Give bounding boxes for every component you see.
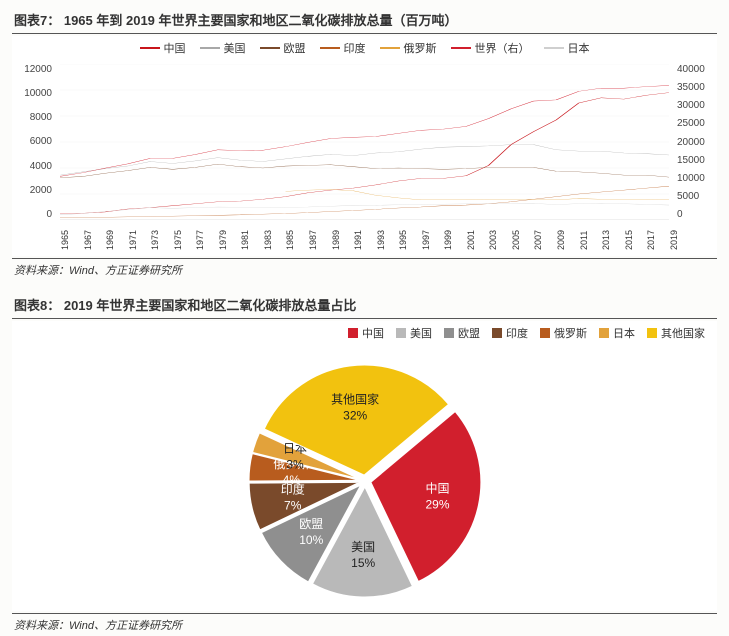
slice-pct-other: 32% [343,408,367,422]
series-world [60,85,669,176]
legend-item-china: 中国 [348,325,384,341]
figure-8: 图表8： 2019 年世界主要国家和地区二氧化碳排放总量占比 中国美国欧盟印度俄… [12,291,717,636]
legend-item-russia: 俄罗斯 [540,325,587,341]
slice-label-usa: 美国 [351,540,375,554]
slice-label-other: 其他国家 [331,391,379,406]
y-axis-right: 4000035000300002500020000150001000050000 [673,64,717,220]
legend-item-eu: 欧盟 [444,325,480,341]
legend-item-usa: 美国 [396,325,432,341]
series-japan [60,203,669,215]
figure-7-source: 资料来源：Wind、方正证券研究所 [12,258,717,281]
legend-item-other: 其他国家 [647,325,705,341]
legend-item-world: 世界（右） [451,40,530,56]
figure-8-source: 资料来源：Wind、方正证券研究所 [12,613,717,636]
legend-item-russia: 俄罗斯 [380,40,437,56]
slice-label-eu: 欧盟 [299,517,323,531]
slice-pct-russia: 4% [282,473,300,487]
series-russia [286,189,669,199]
legend-item-usa: 美国 [200,40,246,56]
pie-wrap: 中国29%美国15%欧盟10%印度7%俄罗斯4%日本3%其他国家32% [12,349,717,607]
legend-item-japan: 日本 [599,325,635,341]
slice-pct-china: 29% [425,498,449,512]
slice-pct-japan: 3% [286,457,304,471]
legend-item-india: 印度 [492,325,528,341]
slice-pct-usa: 15% [351,556,375,570]
series-india [60,186,669,218]
slice-pct-eu: 10% [299,533,323,547]
pie-chart-legend: 中国美国欧盟印度俄罗斯日本其他国家 [12,321,717,343]
y-axis-left: 120001000080006000400020000 [12,64,56,220]
legend-item-eu: 欧盟 [260,40,306,56]
figure-8-title: 图表8： 2019 年世界主要国家和地区二氧化碳排放总量占比 [12,291,717,319]
legend-item-india: 印度 [320,40,366,56]
line-chart: 中国美国欧盟印度俄罗斯世界（右） 日本 120001000080006000400… [12,36,717,256]
slice-label-china: 中国 [425,481,449,496]
legend-item-japan: 日本 [544,40,590,56]
figure-7-title: 图表7： 1965 年到 2019 年世界主要国家和地区二氧化碳排放总量（百万吨… [12,6,717,34]
x-axis: 1965196719691971197319751977197919811983… [60,222,669,256]
line-plot-area [60,64,669,220]
line-chart-legend: 中国美国欧盟印度俄罗斯世界（右） 日本 [12,36,717,58]
line-svg [60,64,669,220]
series-eu [60,164,669,178]
figure-7: 图表7： 1965 年到 2019 年世界主要国家和地区二氧化碳排放总量（百万吨… [12,6,717,281]
series-china [60,93,669,214]
slice-pct-india: 7% [284,499,302,513]
pie-chart: 中国美国欧盟印度俄罗斯日本其他国家 中国 29% 美国 15% 欧盟 10% 印度 7% 俄罗斯… [12,321,717,611]
series-usa [60,145,669,176]
pie-svg: 中国29%美国15%欧盟10%印度7%俄罗斯4%日本3%其他国家32% [185,353,545,603]
legend-item-china: 中国 [140,40,186,56]
